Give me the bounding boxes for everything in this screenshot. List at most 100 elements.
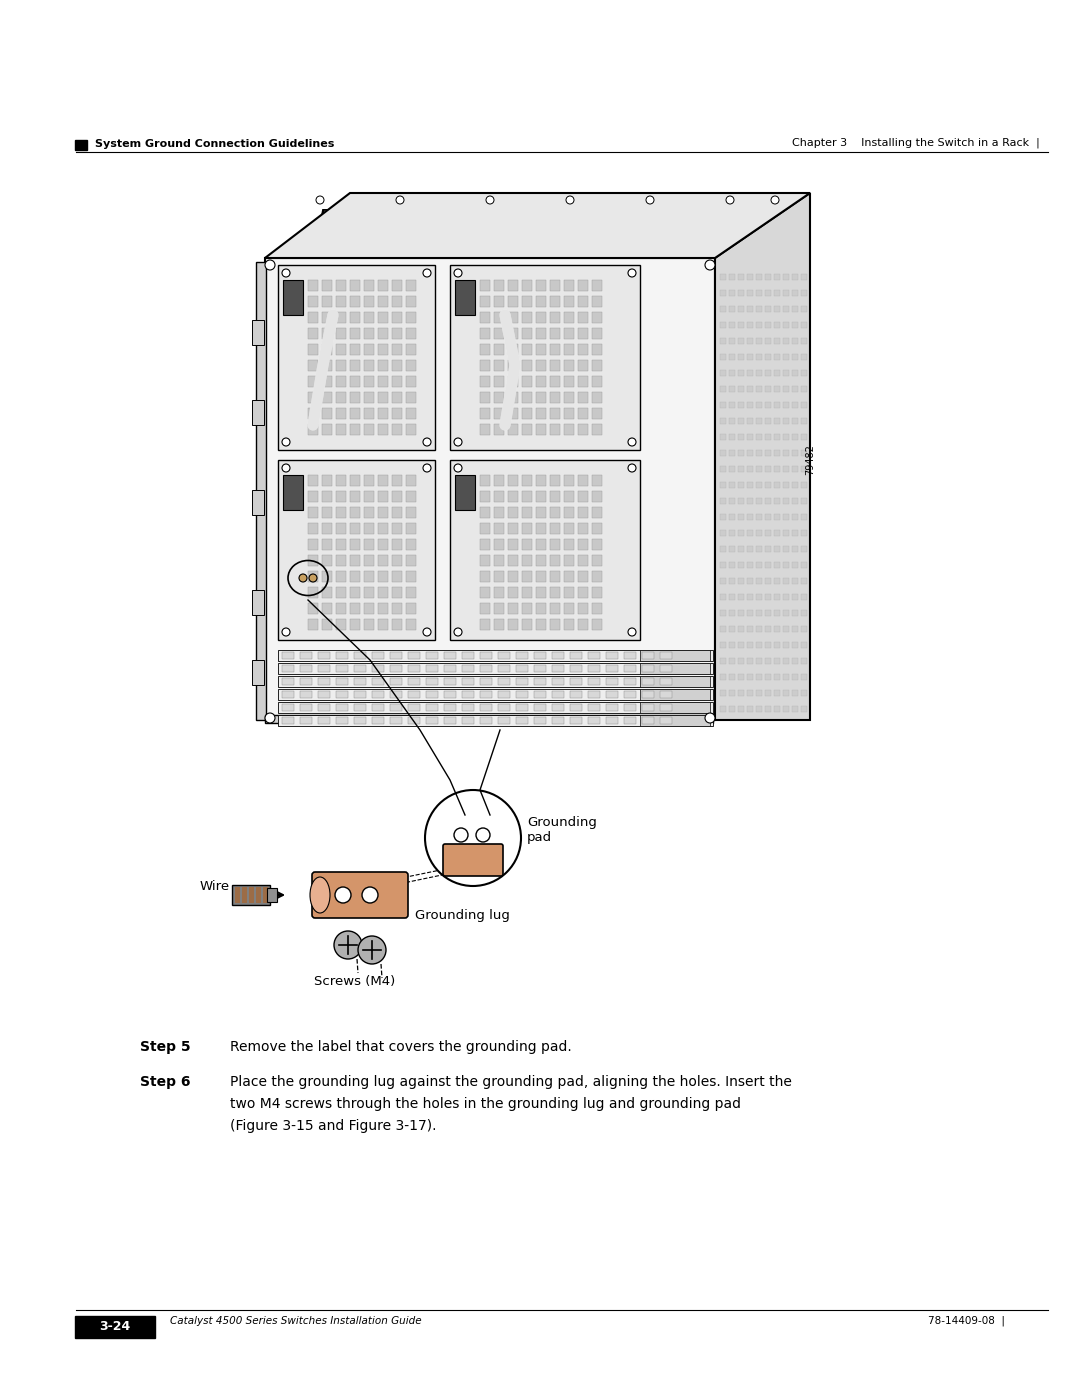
Bar bbox=[720, 562, 726, 569]
Bar bbox=[738, 673, 744, 680]
Bar bbox=[522, 555, 532, 566]
Bar bbox=[308, 312, 318, 323]
Bar bbox=[282, 717, 294, 724]
Circle shape bbox=[705, 712, 715, 724]
Bar bbox=[756, 562, 762, 569]
Bar bbox=[390, 678, 402, 685]
Bar bbox=[552, 717, 564, 724]
Bar bbox=[392, 539, 402, 550]
Bar bbox=[720, 338, 726, 344]
Bar bbox=[756, 467, 762, 472]
Bar bbox=[640, 650, 710, 661]
Bar bbox=[322, 571, 332, 583]
Bar bbox=[801, 690, 807, 696]
Circle shape bbox=[282, 464, 291, 472]
Bar bbox=[336, 393, 346, 402]
Bar bbox=[494, 539, 504, 550]
Bar bbox=[550, 279, 561, 291]
Bar bbox=[536, 393, 546, 402]
Bar bbox=[801, 370, 807, 376]
Bar bbox=[765, 386, 771, 393]
Bar bbox=[756, 321, 762, 328]
Bar bbox=[765, 418, 771, 425]
Circle shape bbox=[299, 574, 307, 583]
Bar bbox=[774, 562, 780, 569]
Bar bbox=[508, 312, 518, 323]
Bar bbox=[720, 643, 726, 648]
Bar bbox=[747, 450, 753, 455]
Bar bbox=[738, 529, 744, 536]
Bar bbox=[322, 522, 332, 534]
Text: Step 5: Step 5 bbox=[140, 1039, 191, 1053]
Bar bbox=[364, 393, 374, 402]
Bar bbox=[592, 571, 602, 583]
Bar bbox=[564, 604, 573, 615]
Bar bbox=[765, 450, 771, 455]
Bar bbox=[783, 497, 789, 504]
Bar bbox=[792, 546, 798, 552]
Bar bbox=[322, 490, 332, 502]
Bar bbox=[578, 507, 588, 518]
Bar bbox=[774, 482, 780, 488]
Bar bbox=[747, 370, 753, 376]
Bar bbox=[550, 522, 561, 534]
Bar bbox=[300, 692, 312, 698]
Bar bbox=[372, 652, 384, 659]
Circle shape bbox=[454, 464, 462, 472]
Bar bbox=[350, 360, 360, 372]
Bar bbox=[308, 393, 318, 402]
Bar bbox=[450, 460, 640, 640]
Bar bbox=[592, 344, 602, 355]
Bar bbox=[720, 497, 726, 504]
Text: Step 6: Step 6 bbox=[140, 1076, 190, 1090]
Bar bbox=[278, 676, 713, 687]
Bar bbox=[642, 652, 654, 659]
Bar bbox=[765, 514, 771, 520]
Bar bbox=[322, 393, 332, 402]
Bar bbox=[536, 408, 546, 419]
Bar bbox=[252, 400, 264, 425]
Bar bbox=[729, 610, 735, 616]
Bar bbox=[318, 692, 330, 698]
Bar bbox=[624, 678, 636, 685]
Bar bbox=[455, 475, 475, 510]
Bar bbox=[308, 539, 318, 550]
Text: (Figure 3-15 and Figure 3-17).: (Figure 3-15 and Figure 3-17). bbox=[230, 1119, 436, 1133]
Text: Connecting System Ground on the Switch: Connecting System Ground on the Switch bbox=[430, 208, 755, 222]
Bar bbox=[592, 475, 602, 486]
Bar bbox=[350, 376, 360, 387]
Bar bbox=[508, 522, 518, 534]
Bar bbox=[364, 539, 374, 550]
Bar bbox=[390, 692, 402, 698]
Bar bbox=[720, 658, 726, 664]
Bar bbox=[278, 265, 435, 450]
Bar bbox=[508, 555, 518, 566]
Bar bbox=[322, 408, 332, 419]
Bar bbox=[720, 626, 726, 631]
Bar bbox=[516, 652, 528, 659]
Bar bbox=[606, 678, 618, 685]
Text: 78-14409-08  |: 78-14409-08 | bbox=[928, 1316, 1005, 1327]
Bar bbox=[564, 376, 573, 387]
Circle shape bbox=[627, 629, 636, 636]
Bar bbox=[783, 402, 789, 408]
Bar bbox=[801, 514, 807, 520]
Bar bbox=[378, 408, 388, 419]
Bar bbox=[536, 328, 546, 339]
Bar bbox=[756, 353, 762, 360]
Bar bbox=[336, 490, 346, 502]
Bar bbox=[756, 450, 762, 455]
Bar bbox=[747, 546, 753, 552]
Bar bbox=[408, 704, 420, 711]
Bar bbox=[756, 402, 762, 408]
Bar bbox=[720, 450, 726, 455]
Bar bbox=[336, 692, 348, 698]
Bar bbox=[660, 652, 672, 659]
Bar bbox=[738, 578, 744, 584]
Bar bbox=[729, 434, 735, 440]
Bar bbox=[550, 360, 561, 372]
Bar bbox=[747, 610, 753, 616]
Bar bbox=[729, 514, 735, 520]
Bar bbox=[783, 482, 789, 488]
Bar bbox=[592, 507, 602, 518]
